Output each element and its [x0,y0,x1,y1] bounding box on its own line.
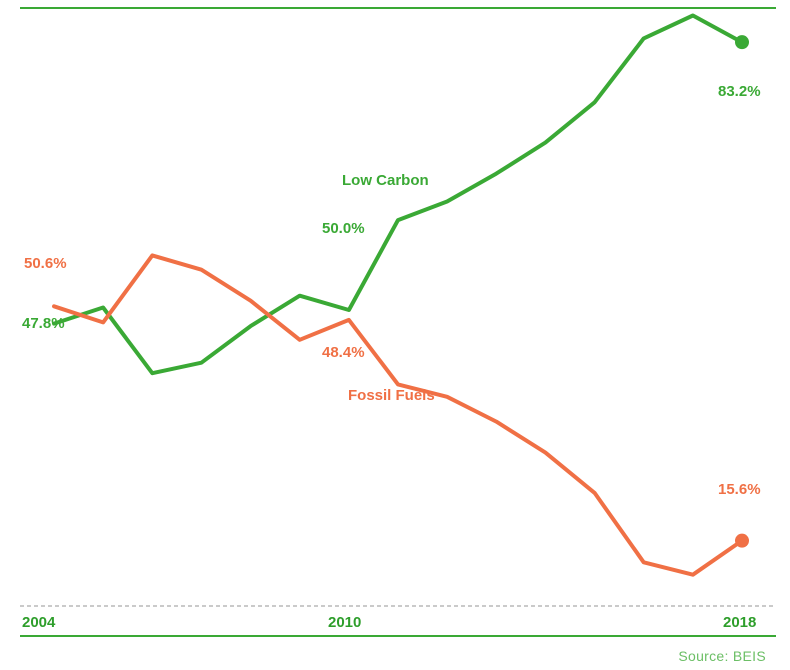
x-tick-2010: 2010 [328,614,361,631]
low-carbon-label-2010: 50.0% [322,220,365,237]
series-line-fossil-fuels [52,253,744,577]
end-marker-fossil-fuels [735,533,749,548]
source-note: Source: BEIS [678,648,766,664]
low-carbon-label-2018: 83.2% [718,83,761,100]
fossil-fuels-label-2004: 50.6% [24,255,67,272]
end-marker-low-carbon [735,35,749,50]
series-layer [52,13,749,577]
series-name-fossil-fuels: Fossil Fuels [348,387,435,404]
series-line-low-carbon [52,13,744,376]
x-tick-2018: 2018 [723,614,756,631]
fossil-fuels-label-2018: 15.6% [718,481,761,498]
low-carbon-label-2004: 47.8% [22,315,65,332]
series-name-low-carbon: Low Carbon [342,172,429,189]
x-tick-2004: 2004 [22,614,56,631]
fossil-fuels-label-2010: 48.4% [322,344,365,361]
